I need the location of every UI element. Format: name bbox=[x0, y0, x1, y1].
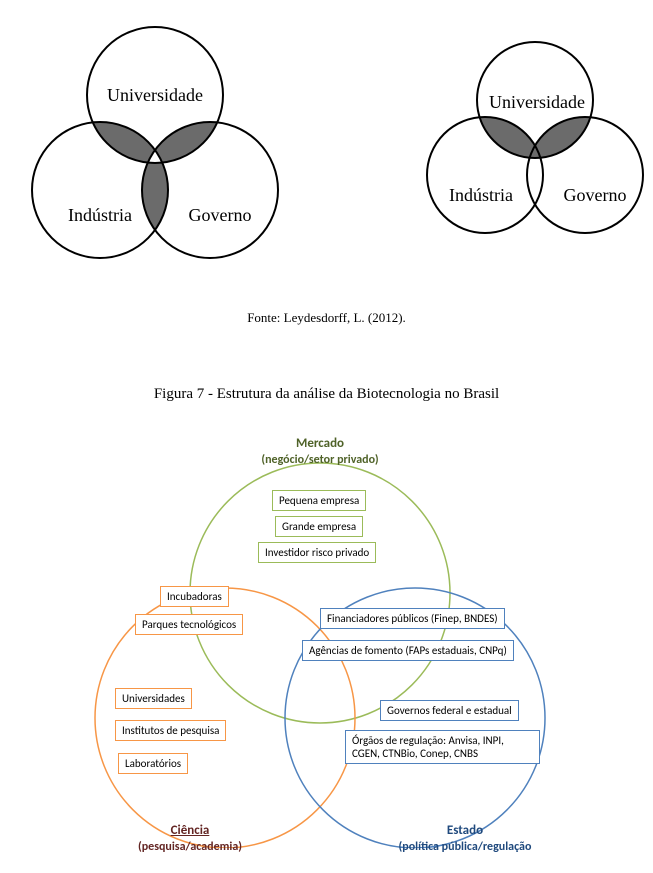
item-investidor: Investidor risco privado bbox=[258, 542, 376, 563]
sector-title-mercado: Mercado (negócio/setor privado) bbox=[260, 436, 380, 467]
venn-right-label-left: Indústria bbox=[431, 185, 531, 206]
item-agencias: Agências de fomento (FAPs estaduais, CNP… bbox=[302, 640, 514, 661]
venn-left-label-right: Governo bbox=[160, 205, 280, 226]
estado-sub: (política pública/regulação bbox=[399, 840, 532, 854]
item-institutos: Institutos de pesquisa bbox=[115, 720, 226, 741]
venn-left-label-left: Indústria bbox=[40, 205, 160, 226]
venn-right-label-top: Universidade bbox=[477, 92, 597, 113]
venn-right-label-right: Governo bbox=[545, 185, 645, 206]
venn-left-label-top: Universidade bbox=[95, 85, 215, 106]
item-grande-empresa: Grande empresa bbox=[275, 516, 363, 537]
item-pequena-empresa: Pequena empresa bbox=[272, 490, 366, 511]
mercado-title: Mercado bbox=[296, 436, 344, 451]
mercado-sub: (negócio/setor privado) bbox=[261, 453, 378, 467]
item-universidades: Universidades bbox=[115, 688, 192, 709]
item-orgaos: Órgãos de regulação: Anvisa, INPI, CGEN,… bbox=[345, 730, 540, 764]
source-text: Fonte: Leydesdorff, L. (2012). bbox=[0, 310, 653, 326]
item-governos: Governos federal e estadual bbox=[380, 700, 519, 721]
item-incubadoras: Incubadoras bbox=[160, 586, 229, 607]
sector-title-ciencia: Ciência (pesquisa/academia) bbox=[110, 823, 270, 854]
item-financiadores: Financiadores públicos (Finep, BNDES) bbox=[320, 608, 505, 629]
item-laboratorios: Laboratórios bbox=[118, 753, 188, 774]
ciencia-sub: (pesquisa/academia) bbox=[138, 840, 242, 854]
sector-title-estado: Estado (política pública/regulação bbox=[365, 823, 565, 854]
biotech-diagram: Mercado (negócio/setor privado) Ciência … bbox=[0, 428, 653, 848]
ciencia-title: Ciência bbox=[171, 823, 210, 838]
venn-left-svg bbox=[15, 10, 295, 280]
venn-right: Universidade Indústria Governo bbox=[405, 30, 653, 270]
top-venn-diagrams: Universidade Indústria Governo Universid… bbox=[0, 0, 653, 280]
item-parques: Parques tecnológicos bbox=[135, 614, 243, 635]
figure7-title: Figura 7 - Estrutura da análise da Biote… bbox=[0, 386, 653, 403]
venn-right-svg bbox=[405, 30, 653, 270]
venn-left: Universidade Indústria Governo bbox=[15, 10, 295, 280]
estado-title: Estado bbox=[447, 823, 483, 838]
